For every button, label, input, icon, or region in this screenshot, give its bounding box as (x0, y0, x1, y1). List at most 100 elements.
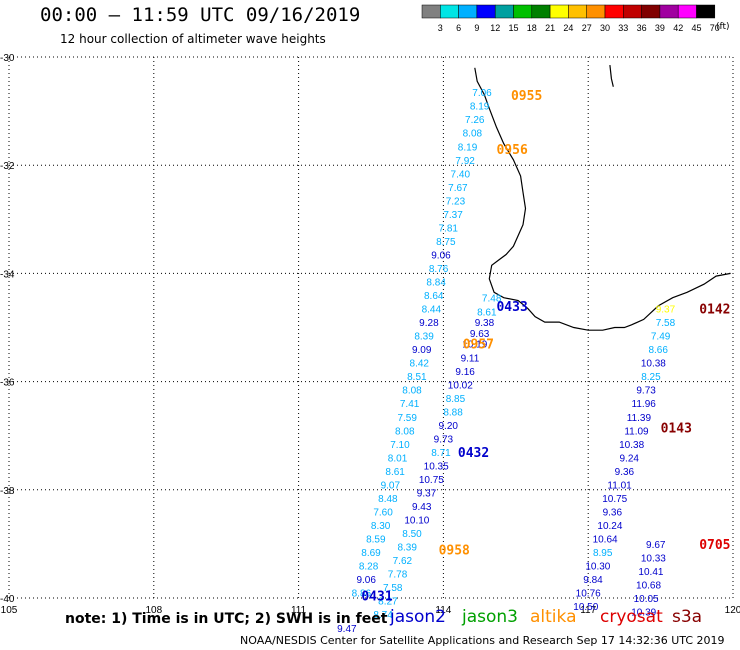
legend-swatch (659, 4, 679, 19)
coastline (474, 65, 731, 331)
wave-height-value: 9.07 (381, 480, 401, 491)
wave-height-value: 10.24 (597, 521, 622, 532)
wave-height-value: 9.24 (619, 453, 639, 464)
wave-height-value: 8.69 (361, 548, 381, 559)
legend-label: 27 (582, 23, 592, 33)
satellite-jason3: jason3 (462, 607, 518, 627)
legend-swatch (458, 4, 478, 19)
wave-height-value: 9.73 (636, 386, 656, 397)
lon-tick-label: 117 (580, 605, 596, 616)
footer-credit: NOAA/NESDIS Center for Satellite Applica… (240, 634, 725, 647)
lon-tick-label: 105 (1, 605, 18, 616)
pass-time-label: 0433 (496, 300, 527, 315)
wave-height-value: 7.67 (448, 183, 468, 194)
wave-height-value: 8.64 (424, 291, 444, 302)
legend-label: 6 (456, 23, 461, 33)
wave-height-value: 8.08 (395, 426, 415, 437)
wave-height-value: 9.36 (603, 507, 623, 518)
satellite-cryosat: cryosat (600, 607, 663, 627)
inland-lake (609, 65, 614, 87)
wave-height-value: 8.44 (422, 305, 442, 316)
wave-height-value: 7.26 (465, 115, 485, 126)
wave-height-value: 8.19 (458, 142, 478, 153)
wave-height-value: 9.63 (470, 329, 490, 340)
wave-height-value: 8.88 (443, 407, 463, 418)
lat-tick-label: -38 (0, 486, 15, 497)
pass-time-label: 0955 (511, 89, 542, 104)
wave-height-value: 8.25 (641, 372, 661, 383)
legend-label: 36 (637, 23, 647, 33)
coastline-path (474, 67, 731, 331)
legend-label: 70 (710, 23, 720, 33)
wave-height-value: 7.78 (388, 570, 408, 581)
wave-height-value: 10.19 (462, 340, 487, 351)
legend-swatch (641, 4, 661, 19)
wave-height-value: 8.19 (470, 102, 490, 113)
wave-height-value: 7.92 (455, 156, 475, 167)
wave-height-value: 10.75 (602, 494, 627, 505)
wave-height-value: 10.64 (593, 534, 618, 545)
legend-units: (ft) (716, 22, 730, 32)
lat-tick-label: -34 (0, 269, 15, 280)
legend-swatch (513, 4, 533, 19)
legend-label: 3 (438, 23, 443, 33)
footer-note: note: 1) Time is in UTC; 2) SWH is in fe… (65, 611, 388, 627)
wave-height-value: 8.08 (402, 386, 422, 397)
wave-height-value: 8.27 (378, 597, 398, 608)
wave-height-value: 10.50 (573, 602, 598, 613)
wave-height-value: 9.20 (438, 421, 458, 432)
wave-height-value: 9.06 (431, 250, 451, 261)
color-legend: 3 6 9 12 15 18 21 24 27 30 33 36 39 42 45 70 (421, 4, 720, 33)
wave-height-value: 8.66 (648, 345, 668, 356)
wave-height-value: 10.10 (404, 516, 429, 527)
legend-label: 18 (527, 23, 537, 33)
wave-height-value: 8.48 (378, 494, 398, 505)
wave-height-value: 8.39 (414, 332, 434, 343)
wave-height-value: 8.86 (352, 589, 372, 600)
legend-label: 21 (545, 23, 555, 33)
wave-height-value: 10.33 (641, 553, 666, 564)
pass-time-label: 0432 (458, 446, 489, 461)
wave-height-value: 8.28 (359, 562, 379, 573)
lon-tick-label: 120 (725, 605, 740, 616)
legend-swatch (696, 4, 716, 19)
wave-height-value: 10.35 (424, 461, 449, 472)
wave-height-value: 11.39 (627, 413, 652, 424)
wave-height-value: 7.49 (651, 332, 671, 343)
wave-height-value: 9.06 (356, 575, 376, 586)
wave-height-value: 8.84 (426, 278, 446, 289)
wave-height-value: 7.48 (482, 294, 502, 305)
legend-swatch (677, 4, 697, 19)
wave-height-value: 8.61 (385, 467, 405, 478)
legend-swatch (440, 4, 459, 19)
legend-swatch (549, 4, 569, 19)
wave-height-value: 10.39 (631, 608, 656, 619)
wave-height-value: 7.41 (400, 399, 420, 410)
wave-height-value: 8.71 (431, 448, 451, 459)
legend-label: 15 (508, 23, 518, 33)
wave-height-value: 8.74 (373, 610, 393, 621)
wave-height-value: 8.59 (366, 534, 386, 545)
wave-height-value: 8.08 (463, 129, 483, 140)
wave-height-value: 9.43 (412, 502, 432, 513)
legend-label: 9 (474, 23, 479, 33)
pass-time-label: 0705 (699, 538, 730, 553)
wave-height-value: 7.06 (472, 88, 492, 99)
wave-height-value: 7.62 (393, 556, 413, 567)
wave-height-value: 7.23 (446, 196, 466, 207)
lon-tick-label: 114 (435, 605, 451, 616)
wave-height-value: 10.68 (636, 580, 661, 591)
pass-time-label: 0958 (439, 543, 470, 558)
wave-height-value: 9.09 (412, 345, 432, 356)
wave-height-value: 9.36 (615, 467, 635, 478)
wave-height-value: 9.37 (417, 489, 437, 500)
legend-label: 45 (691, 23, 701, 33)
wave-height-value: 9.28 (419, 318, 439, 329)
wave-height-value: 8.61 (477, 307, 497, 318)
wave-height-value: 7.40 (451, 169, 471, 180)
wave-height-value: 8.75 (436, 237, 456, 248)
wave-height-value: 11.01 (607, 480, 632, 491)
legend-label: 39 (655, 23, 665, 33)
